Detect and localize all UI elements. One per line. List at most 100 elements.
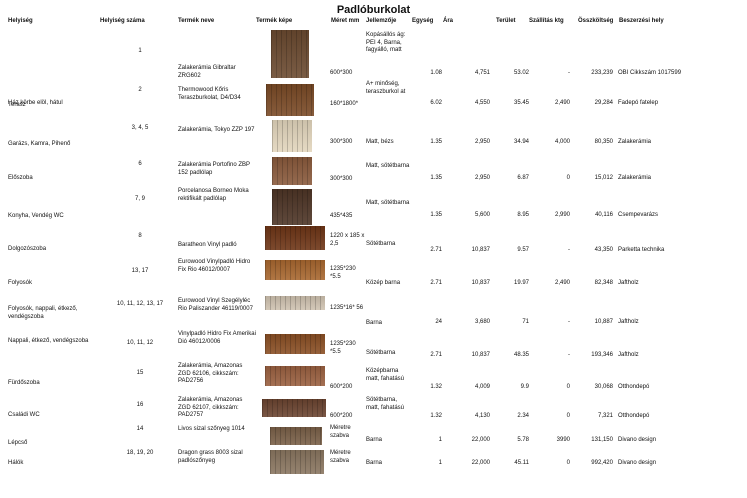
description-cell: Matt, sötétbarna bbox=[366, 163, 410, 169]
total-cell: 10,887 bbox=[594, 319, 613, 325]
size-cell: 300*300 bbox=[330, 176, 353, 182]
total-cell: 233,239 bbox=[591, 70, 613, 76]
total-cell: 29,284 bbox=[594, 100, 613, 106]
location-cell: Nappali, étkező, vendégszoba bbox=[8, 338, 89, 344]
unit-cell: 1.35 bbox=[430, 139, 442, 145]
product-name-cell: Livos sizal szőnyeg 1014 bbox=[178, 426, 245, 432]
unit-cell: 1 bbox=[438, 460, 442, 466]
location-cell: Garázs, Kamra, Pihenő bbox=[8, 141, 71, 147]
location-cell: Fürdőszoba bbox=[8, 380, 40, 386]
product-name-cell: Eurowood Vinylpadló Hidro Fix Rio 46012/… bbox=[178, 259, 251, 273]
room-number-cell: 15 bbox=[136, 370, 144, 376]
source-cell: Divano design bbox=[618, 437, 657, 443]
area-cell: 6.87 bbox=[517, 175, 529, 181]
table-row: Dolgozószoba 8 Baratheon Vinyl padló 1220 x… bbox=[0, 224, 747, 259]
unit-cell: 2.71 bbox=[430, 280, 442, 286]
product-name-cell: Zalakerámia, Tokyo ZZP 197 bbox=[178, 127, 255, 133]
description-cell: Matt, sötétbarna bbox=[366, 200, 410, 206]
header-area: Terület bbox=[496, 18, 516, 24]
source-cell: Jaftholz bbox=[618, 352, 639, 358]
product-name-cell: Zalakerámia, Amazonas ZGD 62106, cikkszá… bbox=[178, 363, 243, 385]
description-cell: Sötétbarna bbox=[366, 350, 396, 356]
product-name-cell: Dragon grass 8003 sizal padlószőnyeg bbox=[178, 450, 243, 464]
shipping-cell: 0 bbox=[566, 175, 570, 181]
price-cell: 4,009 bbox=[474, 384, 490, 390]
size-cell: 1220 x 185 x 2,5 bbox=[330, 233, 365, 247]
price-cell: 2,950 bbox=[474, 139, 490, 145]
price-cell: 2,950 bbox=[474, 175, 490, 181]
table-row: Konyha, Vendég WC 7, 9 Porcelanosa Borneo … bbox=[0, 187, 747, 226]
table-row: Folyosók 13, 17 Eurowood Vinylpadló Hidro … bbox=[0, 258, 747, 289]
product-thumbnail bbox=[270, 29, 310, 79]
table-row: Garázs, Kamra, Pihenő 3, 4, 5 Zalakerámia,… bbox=[0, 117, 747, 153]
size-cell: 1235*230 *5.5 bbox=[330, 266, 356, 280]
header-shipping: Szállítás ktg bbox=[529, 18, 564, 24]
total-cell: 40,116 bbox=[595, 212, 613, 218]
room-number-cell: 6 bbox=[138, 161, 142, 167]
size-cell: 160*1800* bbox=[330, 101, 359, 107]
source-cell: Otthondepó bbox=[618, 413, 650, 419]
product-name-cell: Vinylpadló Hidro Fix Amerikai Dió 46012/… bbox=[178, 331, 256, 345]
description-cell: Barna bbox=[366, 437, 383, 443]
location-cell: Lépcső bbox=[8, 440, 28, 446]
table-row: Előszoba 6 Zalakerámia Portofino ZBP 152 p… bbox=[0, 154, 747, 186]
price-cell: 4,751 bbox=[474, 70, 490, 76]
size-cell: Méretre szabva bbox=[330, 450, 351, 464]
product-name-cell: Eurowood Vinyl Szegélyléc Rio Paliszande… bbox=[178, 298, 253, 312]
shipping-cell: 4,000 bbox=[554, 139, 570, 145]
total-cell: 30,068 bbox=[594, 384, 613, 390]
product-thumbnail bbox=[261, 398, 327, 418]
total-cell: 193,346 bbox=[591, 352, 613, 358]
source-cell: Fadepó fatelep bbox=[618, 100, 659, 106]
price-cell: 4,130 bbox=[474, 413, 490, 419]
price-cell: 22,000 bbox=[471, 460, 490, 466]
product-name-cell: Porcelanosa Borneo Moka rektifikált padl… bbox=[178, 188, 249, 202]
price-cell: 10,837 bbox=[471, 352, 490, 358]
product-thumbnail bbox=[264, 365, 326, 387]
size-cell: 600*200 bbox=[330, 413, 353, 419]
shipping-cell: 0 bbox=[566, 413, 570, 419]
table-row: Hálók 18, 19, 20 Dragon grass 8003 sizal p… bbox=[0, 448, 747, 475]
source-cell: OBI Cikkszám 1017599 bbox=[618, 70, 682, 76]
table-row: Családi WC 16 Zalakerámia, Amazonas ZGD 62… bbox=[0, 396, 747, 428]
header-total: Összköltség bbox=[578, 18, 614, 24]
location-cell: Folyosók, nappali, étkező, vendégszoba bbox=[8, 306, 78, 320]
area-cell: 45.11 bbox=[514, 460, 529, 466]
price-cell: 5,600 bbox=[474, 212, 490, 218]
area-cell: 8.95 bbox=[517, 212, 529, 218]
description-cell: Barna bbox=[366, 320, 383, 326]
area-cell: 19.97 bbox=[513, 280, 529, 286]
room-number-cell: 14 bbox=[136, 426, 144, 432]
location-cell: Hálók bbox=[8, 460, 24, 466]
room-number-cell: 10, 11, 12 bbox=[126, 340, 154, 346]
unit-cell: 1 bbox=[438, 437, 442, 443]
unit-cell: 1.35 bbox=[430, 212, 442, 218]
header-size: Méret mm bbox=[331, 18, 360, 24]
header-image: Termék képe bbox=[256, 18, 293, 24]
room-number-cell: 16 bbox=[136, 402, 144, 408]
area-cell: 48.35 bbox=[513, 352, 529, 358]
product-name-cell: Zalakerámia Portofino ZBP 152 padlólap bbox=[178, 162, 250, 176]
room-number-cell: 13, 17 bbox=[131, 268, 149, 274]
shipping-cell: 2,990 bbox=[554, 212, 570, 218]
size-cell: 600*300 bbox=[330, 70, 353, 76]
source-cell: Otthondepó bbox=[618, 384, 650, 390]
price-cell: 3,680 bbox=[474, 319, 490, 325]
product-name-cell: Zalakerámia Gibraltar ZRG602 bbox=[178, 65, 236, 79]
table-row: Nappali, étkező, vendégszoba 10, 11, 12 Vi… bbox=[0, 330, 747, 362]
shipping-cell: 2,490 bbox=[554, 100, 570, 106]
unit-cell: 2.71 bbox=[430, 352, 442, 358]
area-cell: 2.34 bbox=[517, 413, 529, 419]
product-thumbnail bbox=[269, 449, 325, 475]
room-number-cell: 1 bbox=[138, 48, 142, 54]
unit-cell: 1.08 bbox=[430, 70, 442, 76]
header-price: Ára bbox=[443, 18, 454, 24]
unit-cell: 24 bbox=[435, 319, 442, 325]
product-name-cell: Baratheon Vinyl padló bbox=[178, 242, 237, 248]
header-room-no: Helyiség száma bbox=[100, 18, 145, 24]
area-cell: 71 bbox=[522, 319, 529, 325]
product-thumbnail bbox=[264, 259, 326, 281]
size-cell: Méretre szabva bbox=[330, 425, 351, 439]
source-cell: Jaftholz bbox=[618, 280, 639, 286]
location-cell: Dolgozószoba bbox=[8, 246, 47, 252]
